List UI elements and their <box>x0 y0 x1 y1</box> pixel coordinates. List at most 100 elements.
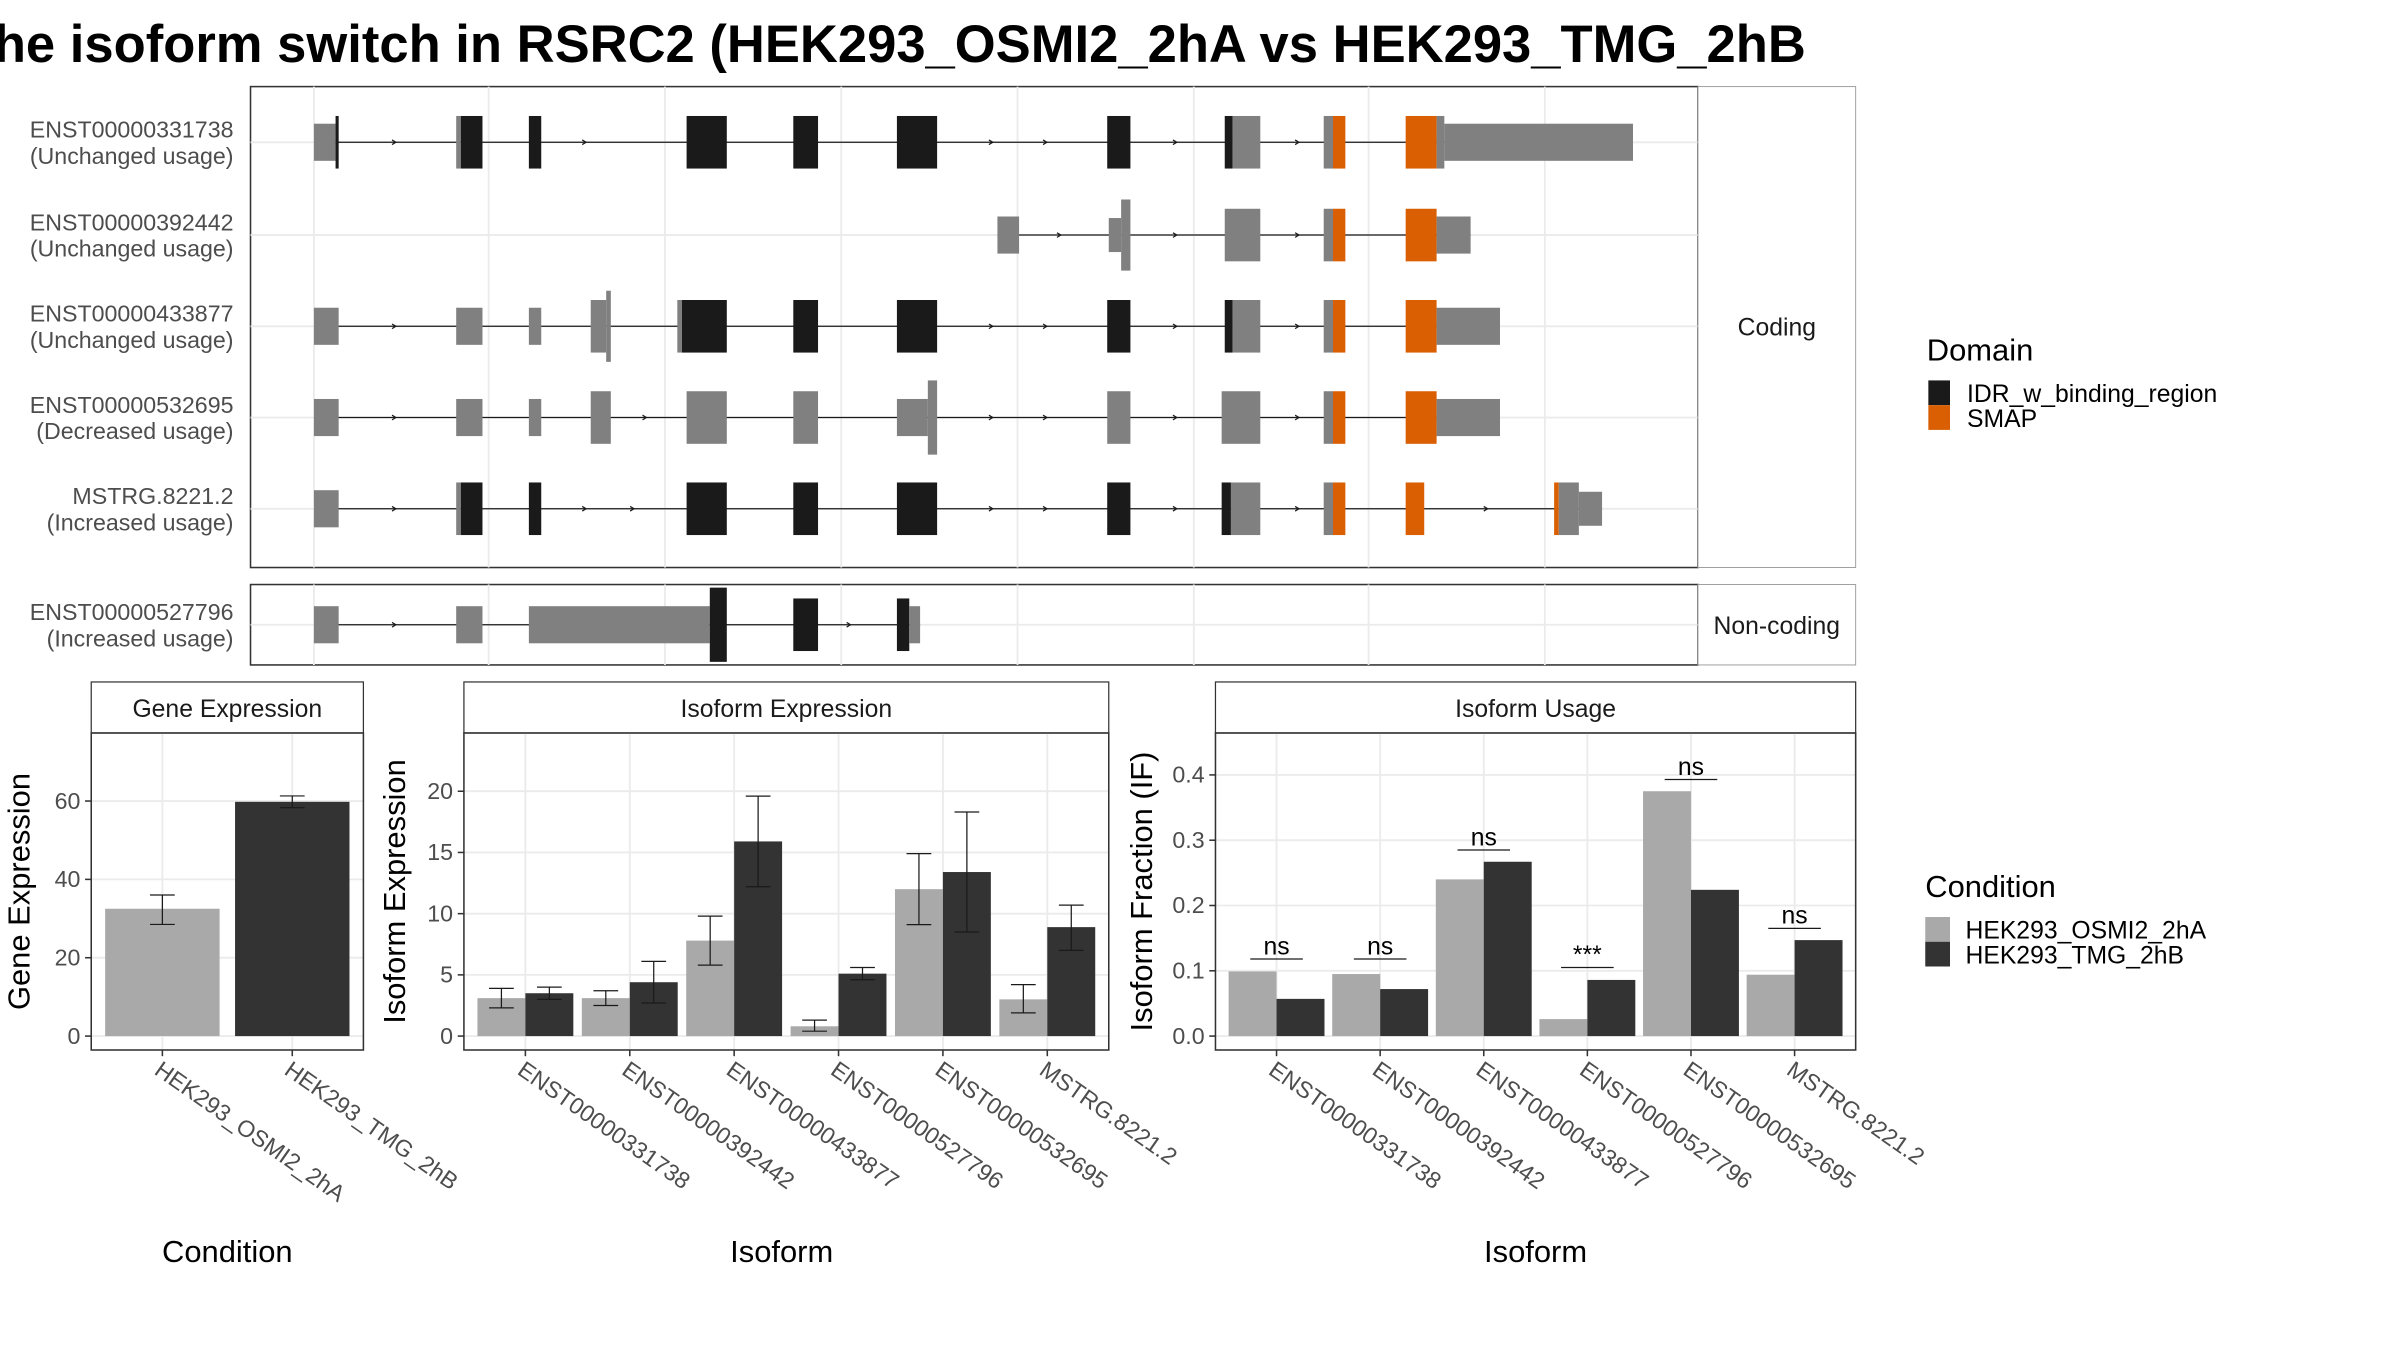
coding-strip <box>1697 86 1857 568</box>
exon-cds <box>896 598 910 652</box>
exon-utr <box>997 216 1020 254</box>
x-tick-label: ENST00000433877 <box>722 1056 904 1194</box>
exon-cds <box>793 300 819 353</box>
exon-utr <box>1323 208 1333 262</box>
coding-transcript-status-4: (Increased usage) <box>47 509 234 535</box>
exon-utr <box>686 391 727 444</box>
bar <box>1746 974 1795 1037</box>
exon-utr <box>528 606 710 644</box>
bar <box>1276 998 1325 1037</box>
exon-cds <box>1224 300 1233 353</box>
y-tick-label: 0.2 <box>1172 892 1204 918</box>
x-tick-label: ENST00000433877 <box>1472 1056 1654 1194</box>
intron-direction-chevron <box>1042 323 1049 330</box>
exon-utr <box>313 123 336 161</box>
coding-transcript-status-0: (Unchanged usage) <box>30 143 234 169</box>
gene-expression-panel: Gene Expression 0 20 40 60 Gene Expression Con… <box>1 681 463 1269</box>
coding-transcript-status-3: (Decreased usage) <box>36 418 233 444</box>
domain-legend-key-idr <box>1928 380 1950 406</box>
domain-legend-label-smap: SMAP <box>1967 406 2037 433</box>
exon-utr <box>896 398 928 437</box>
exon-cds <box>686 115 727 169</box>
exon-utr <box>1436 216 1471 254</box>
y-tick-label: 0.4 <box>1172 762 1204 788</box>
y-tick-label: 0.1 <box>1172 958 1204 984</box>
coding-transcript-id-2: ENST00000433877 <box>30 301 234 327</box>
plot-frame <box>90 732 365 1051</box>
intron-direction-chevron <box>629 505 636 512</box>
panel-strip-label: Gene Expression <box>132 696 322 723</box>
isoform-usage-panel: Isoform Usage 0.0 0.1 0.2 0.3 0.4 Isoform Frac… <box>1124 681 1929 1269</box>
exon-utr <box>1224 208 1261 262</box>
intron-direction-chevron <box>1294 323 1301 330</box>
intron-direction-chevron <box>1172 414 1179 421</box>
intron-direction-chevron <box>1042 505 1049 512</box>
condition-legend-key-a <box>1925 917 1950 942</box>
exon-utr <box>606 290 611 362</box>
significance-label: ns <box>1367 933 1393 960</box>
exon-cds <box>1107 115 1131 169</box>
y-tick-label: 15 <box>427 839 453 865</box>
exon-cds <box>1221 482 1231 536</box>
transcript-structure-panel: ENST00000331738(Unchanged usage)ENST0000… <box>30 85 1699 666</box>
y-tick-label: 5 <box>440 962 453 988</box>
exon-utr <box>1232 115 1261 169</box>
exon-utr <box>590 391 611 444</box>
bar <box>235 801 350 1037</box>
intron-direction-chevron <box>1042 139 1049 146</box>
exon-smap <box>1332 115 1346 169</box>
exon-utr <box>313 307 339 345</box>
coding-transcript-id-0: ENST00000331738 <box>30 117 234 143</box>
exon-utr <box>1558 482 1579 536</box>
intron-direction-chevron <box>1172 139 1179 146</box>
panel-strip <box>463 681 1110 734</box>
bar <box>1380 989 1429 1037</box>
plot-frame <box>463 732 1110 1051</box>
noncoding-strip-label: Non-coding <box>1714 613 1841 640</box>
exon-smap <box>1332 482 1346 536</box>
intron-direction-chevron <box>642 414 648 421</box>
exon-smap <box>1332 208 1346 262</box>
figure-title: he isoform switch in RSRC2 (HEK293_OSMI2… <box>0 15 1806 74</box>
intron-direction-chevron <box>581 139 588 146</box>
exon-smap <box>1405 115 1437 169</box>
y-axis-label: Gene Expression <box>1 773 36 1010</box>
exon-utr <box>1444 123 1633 161</box>
x-axis-label: Condition <box>162 1234 293 1269</box>
significance-label: ns <box>1263 933 1289 960</box>
y-tick-label: 10 <box>427 900 453 926</box>
exon-utr <box>456 307 483 345</box>
exon-utr <box>1436 398 1500 437</box>
intron-direction-chevron <box>1294 139 1301 146</box>
exon-utr <box>1323 391 1333 444</box>
exon-cds <box>1107 300 1131 353</box>
coding-transcript-status-1: (Unchanged usage) <box>30 236 234 262</box>
exon-cds <box>1107 482 1131 536</box>
coding-transcript-id-4: MSTRG.8221.2 <box>72 483 233 509</box>
y-axis-label: Isoform Expression <box>377 759 412 1024</box>
x-tick-label: ENST00000527796 <box>1575 1056 1757 1194</box>
y-tick-label: 0 <box>440 1023 453 1049</box>
exon-utr <box>1108 218 1122 253</box>
exon-cds <box>896 115 938 169</box>
intron-direction-chevron <box>391 505 398 512</box>
exon-utr <box>456 606 483 644</box>
domain-legend-title: Domain <box>1927 332 2034 367</box>
exon-cds <box>793 482 819 536</box>
x-tick-label: ENST00000532695 <box>931 1056 1113 1194</box>
exon-utr <box>313 490 339 528</box>
exon-utr <box>1323 482 1333 536</box>
coding-transcript-status-2: (Unchanged usage) <box>30 327 234 353</box>
y-axis-label: Isoform Fraction (IF) <box>1124 752 1159 1032</box>
condition-legend-label-b: HEK293_TMG_2hB <box>1965 942 2184 969</box>
bar <box>1483 861 1532 1037</box>
exon-utr <box>1578 491 1603 526</box>
bar <box>525 993 574 1037</box>
exon-utr <box>313 606 339 644</box>
intron-direction-chevron <box>988 414 994 421</box>
x-tick-label: ENST00000392442 <box>618 1056 800 1194</box>
exon-utr <box>1107 391 1131 444</box>
exon-cds <box>686 482 727 536</box>
intron-direction-chevron <box>581 505 588 512</box>
noncoding-transcript-status-0: (Increased usage) <box>47 625 234 651</box>
